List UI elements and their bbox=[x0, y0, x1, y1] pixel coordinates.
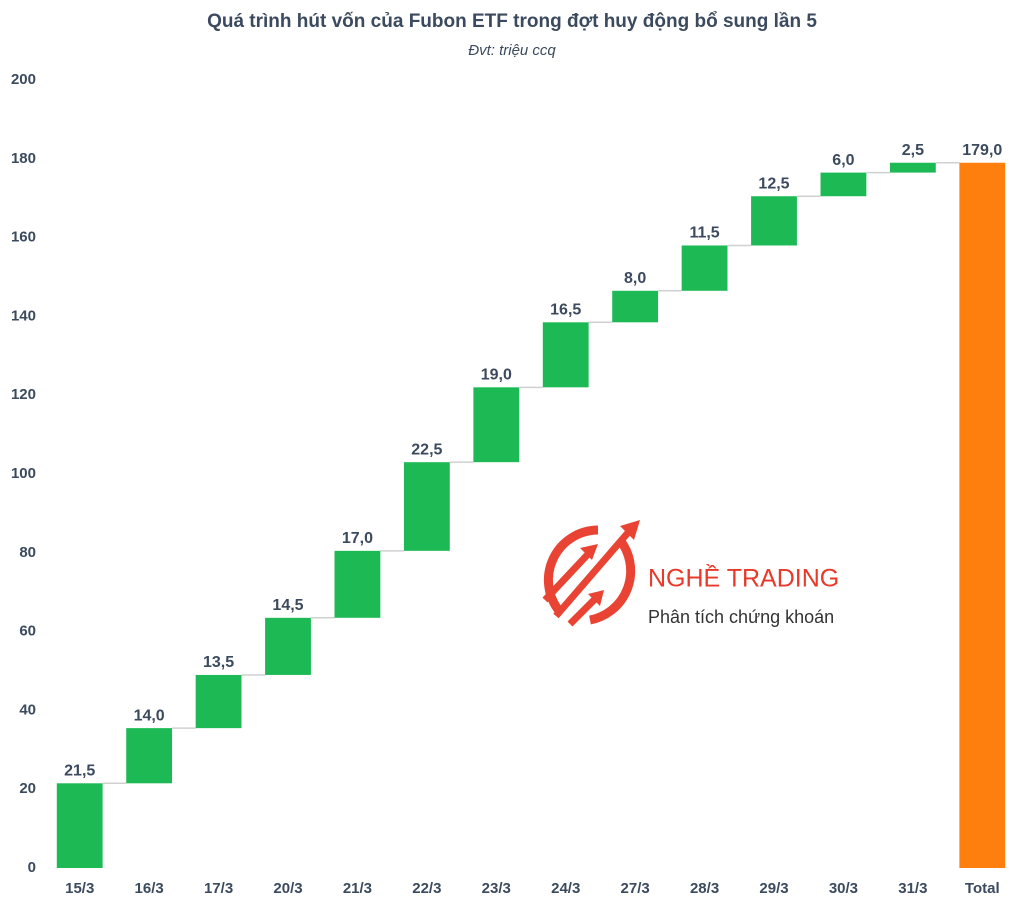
total-bar bbox=[959, 162, 1006, 869]
x-tick-label: 16/3 bbox=[135, 880, 164, 897]
value-label: 179,0 bbox=[962, 142, 1002, 159]
bar bbox=[195, 674, 242, 729]
chart-subtitle: Đvt: triệu ccq bbox=[468, 42, 556, 59]
x-tick-label: 28/3 bbox=[690, 880, 719, 897]
watermark-subtitle: Phân tích chứng khoán bbox=[648, 607, 834, 627]
value-label: 22,5 bbox=[411, 441, 442, 458]
chart-title: Quá trình hút vốn của Fubon ETF trong đợ… bbox=[207, 11, 817, 32]
y-tick-label: 0 bbox=[28, 859, 36, 876]
bar bbox=[681, 245, 728, 291]
y-tick-label: 100 bbox=[11, 465, 36, 482]
bar bbox=[889, 162, 936, 173]
value-label: 11,5 bbox=[689, 225, 719, 242]
value-label: 6,0 bbox=[832, 152, 854, 169]
value-label: 14,5 bbox=[272, 597, 303, 614]
bar bbox=[612, 290, 659, 323]
bar bbox=[334, 550, 381, 618]
watermark-title: NGHỀ TRADING bbox=[648, 564, 839, 593]
value-label: 2,5 bbox=[902, 142, 924, 159]
watermark-logo bbox=[542, 520, 640, 627]
x-tick-label: 23/3 bbox=[482, 880, 511, 897]
x-tick-label: 15/3 bbox=[65, 880, 94, 897]
value-label: 21,5 bbox=[64, 763, 95, 780]
y-tick-label: 40 bbox=[19, 701, 36, 718]
x-tick-label: 21/3 bbox=[343, 880, 372, 897]
bar bbox=[56, 783, 103, 868]
bar bbox=[542, 322, 589, 388]
y-tick-label: 160 bbox=[11, 229, 36, 246]
y-tick-label: 80 bbox=[19, 544, 36, 561]
x-tick-label: 20/3 bbox=[273, 880, 302, 897]
x-tick-label: 24/3 bbox=[551, 880, 580, 897]
y-tick-label: 200 bbox=[11, 71, 36, 88]
bar bbox=[820, 172, 867, 197]
value-label: 8,0 bbox=[624, 270, 646, 287]
x-tick-label: 31/3 bbox=[898, 880, 927, 897]
bar bbox=[126, 728, 173, 784]
bar bbox=[403, 462, 450, 551]
y-tick-label: 140 bbox=[11, 307, 36, 324]
bar bbox=[473, 387, 520, 463]
x-tick-label: 22/3 bbox=[412, 880, 441, 897]
y-tick-label: 120 bbox=[11, 386, 36, 403]
x-tick-label: 30/3 bbox=[829, 880, 858, 897]
value-label: 16,5 bbox=[550, 302, 581, 319]
x-tick-label: 17/3 bbox=[204, 880, 233, 897]
x-tick-label: Total bbox=[965, 880, 1000, 897]
y-tick-label: 20 bbox=[19, 780, 36, 797]
y-tick-label: 180 bbox=[11, 150, 36, 167]
value-label: 12,5 bbox=[758, 175, 789, 192]
y-tick-label: 60 bbox=[19, 623, 36, 640]
value-label: 19,0 bbox=[481, 367, 512, 384]
value-label: 14,0 bbox=[134, 707, 165, 724]
x-tick-label: 27/3 bbox=[621, 880, 650, 897]
bar bbox=[265, 617, 311, 675]
value-label: 13,5 bbox=[203, 654, 234, 671]
x-tick-label: 29/3 bbox=[759, 880, 788, 897]
value-label: 17,0 bbox=[342, 530, 373, 547]
bar bbox=[751, 196, 797, 246]
